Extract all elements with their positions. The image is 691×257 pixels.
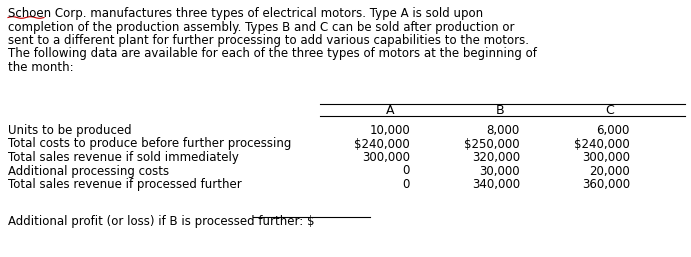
Text: $250,000: $250,000 <box>464 137 520 151</box>
Text: 0: 0 <box>403 178 410 191</box>
Text: 340,000: 340,000 <box>472 178 520 191</box>
Text: completion of the production assembly. Types B and C can be sold after productio: completion of the production assembly. T… <box>8 21 515 33</box>
Text: Units to be produced: Units to be produced <box>8 124 131 137</box>
Text: 10,000: 10,000 <box>369 124 410 137</box>
Text: Schoen Corp. manufactures three types of electrical motors. Type A is sold upon: Schoen Corp. manufactures three types of… <box>8 7 483 20</box>
Text: A: A <box>386 104 395 116</box>
Text: 360,000: 360,000 <box>582 178 630 191</box>
Text: The following data are available for each of the three types of motors at the be: The following data are available for eac… <box>8 48 537 60</box>
Text: Total costs to produce before further processing: Total costs to produce before further pr… <box>8 137 292 151</box>
Text: 300,000: 300,000 <box>362 151 410 164</box>
Text: B: B <box>495 104 504 116</box>
Text: the month:: the month: <box>8 61 74 74</box>
Text: Additional profit (or loss) if B is processed further: $: Additional profit (or loss) if B is proc… <box>8 215 314 228</box>
Text: Total sales revenue if processed further: Total sales revenue if processed further <box>8 178 242 191</box>
Text: Total sales revenue if sold immediately: Total sales revenue if sold immediately <box>8 151 239 164</box>
Text: 20,000: 20,000 <box>589 164 630 178</box>
Text: sent to a different plant for further processing to add various capabilities to : sent to a different plant for further pr… <box>8 34 529 47</box>
Text: 30,000: 30,000 <box>480 164 520 178</box>
Text: 0: 0 <box>403 164 410 178</box>
Text: C: C <box>605 104 614 116</box>
Text: $240,000: $240,000 <box>574 137 630 151</box>
Text: 320,000: 320,000 <box>472 151 520 164</box>
Text: 300,000: 300,000 <box>582 151 630 164</box>
Text: 6,000: 6,000 <box>596 124 630 137</box>
Text: $240,000: $240,000 <box>354 137 410 151</box>
Text: Additional processing costs: Additional processing costs <box>8 164 169 178</box>
Text: 8,000: 8,000 <box>486 124 520 137</box>
